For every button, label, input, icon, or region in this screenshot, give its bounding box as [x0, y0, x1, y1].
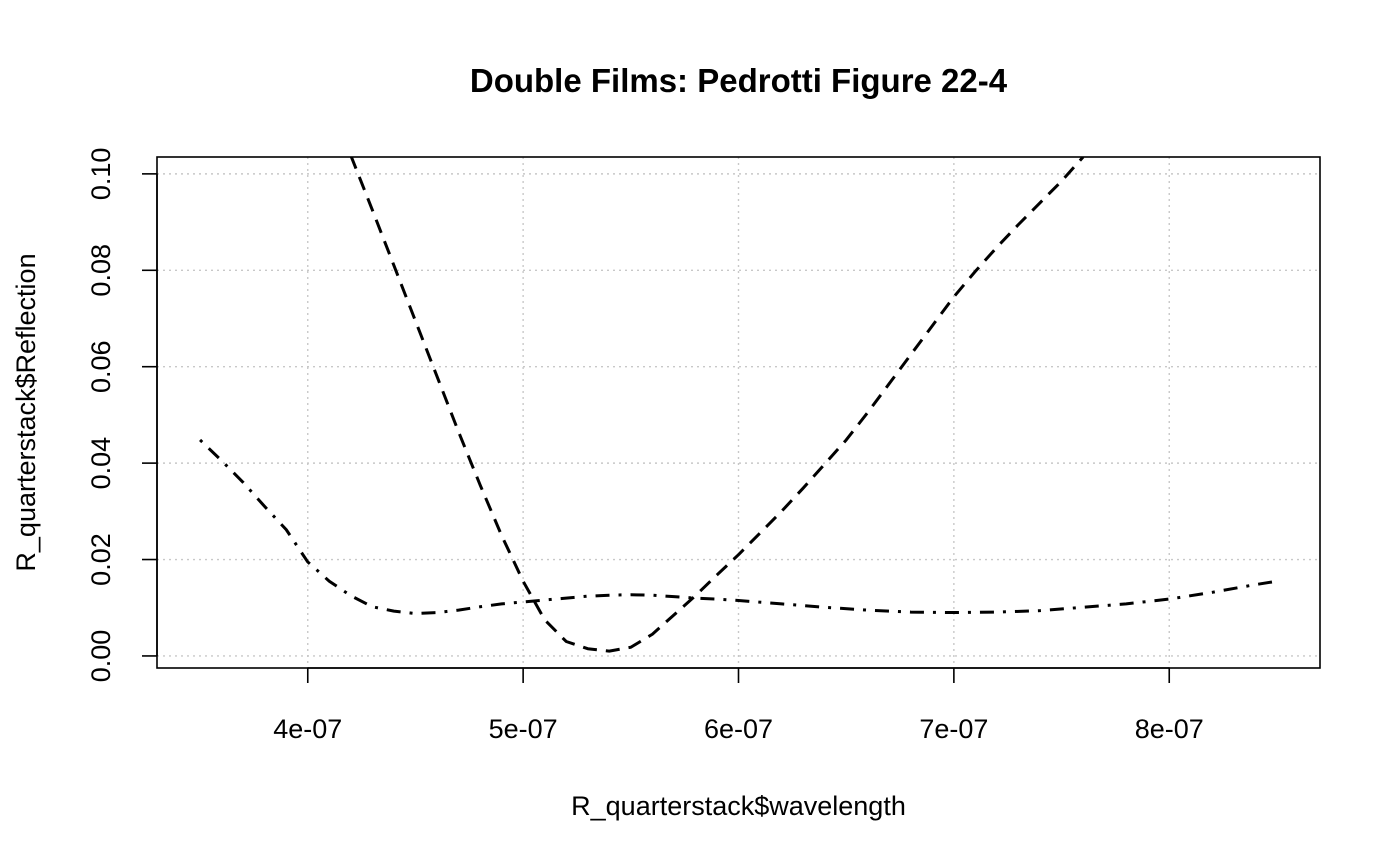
- plot-frame: [156, 156, 1321, 669]
- chart-title: Double Films: Pedrotti Figure 22-4: [470, 62, 1008, 99]
- x-tick-label: 7e-07: [919, 714, 988, 744]
- x-axis-label: R_quarterstack$wavelength: [571, 791, 906, 821]
- x-tick-label: 5e-07: [489, 714, 558, 744]
- y-axis-label: R_quarterstack$Reflection: [11, 253, 41, 571]
- y-tick-label: 0.02: [86, 533, 116, 586]
- y-tick-label: 0.06: [86, 340, 116, 393]
- series-layer: [199, 157, 1278, 653]
- y-tick-label: 0.00: [86, 630, 116, 683]
- x-tick-label: 6e-07: [704, 714, 773, 744]
- series-line-1-dashed: [349, 157, 1085, 653]
- y-tick-label: 0.08: [86, 244, 116, 297]
- x-tick-label: 4e-07: [273, 714, 342, 744]
- grid: [157, 157, 1320, 668]
- y-tick-label: 0.04: [86, 437, 116, 490]
- series-line-2-dotdash: [199, 438, 1278, 616]
- axes: 4e-07 5e-07 6e-07 7e-07 8e-07 0.00 0.02 0.04 0.0…: [86, 148, 1204, 744]
- y-tick-label: 0.10: [86, 148, 116, 201]
- x-tick-label: 8e-07: [1135, 714, 1204, 744]
